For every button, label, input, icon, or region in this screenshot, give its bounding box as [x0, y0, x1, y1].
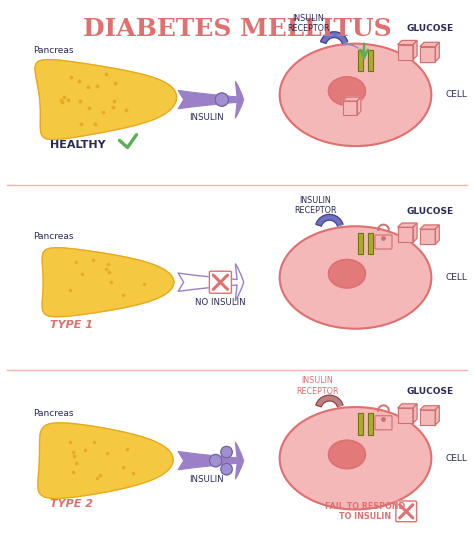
Polygon shape: [320, 32, 348, 43]
Text: NO INSULIN: NO INSULIN: [195, 297, 246, 307]
Text: Pancreas: Pancreas: [33, 46, 73, 54]
Text: FAIL TO RESPOND
TO INSULIN: FAIL TO RESPOND TO INSULIN: [325, 502, 405, 521]
Polygon shape: [420, 42, 439, 47]
Text: Pancreas: Pancreas: [33, 409, 73, 418]
Polygon shape: [413, 41, 417, 60]
Text: INSULIN: INSULIN: [189, 475, 224, 484]
Text: TYPE 2: TYPE 2: [50, 499, 93, 509]
Ellipse shape: [280, 44, 431, 146]
Polygon shape: [368, 414, 373, 435]
Polygon shape: [420, 47, 435, 62]
Text: INSULIN
RECEPTOR: INSULIN RECEPTOR: [287, 14, 329, 33]
Circle shape: [215, 93, 228, 106]
Polygon shape: [398, 408, 413, 423]
Circle shape: [221, 446, 232, 458]
Text: GLUCOSE: GLUCOSE: [407, 207, 454, 216]
Polygon shape: [38, 423, 173, 498]
Polygon shape: [42, 248, 174, 317]
Ellipse shape: [328, 260, 365, 288]
Polygon shape: [398, 227, 413, 242]
Text: CELL: CELL: [445, 91, 467, 100]
Polygon shape: [398, 404, 417, 408]
Text: HEALTHY: HEALTHY: [50, 140, 105, 150]
Ellipse shape: [328, 77, 365, 105]
FancyBboxPatch shape: [375, 235, 392, 249]
Text: INSULIN
RECEPTOR: INSULIN RECEPTOR: [294, 196, 337, 215]
Polygon shape: [316, 395, 343, 407]
Polygon shape: [398, 41, 417, 44]
FancyBboxPatch shape: [210, 271, 231, 293]
Polygon shape: [435, 406, 439, 425]
Text: GLUCOSE: GLUCOSE: [407, 24, 454, 33]
Polygon shape: [435, 225, 439, 244]
Polygon shape: [368, 233, 373, 254]
Polygon shape: [368, 50, 373, 71]
FancyBboxPatch shape: [396, 501, 417, 522]
Polygon shape: [420, 225, 439, 229]
Text: GLUCOSE: GLUCOSE: [407, 388, 454, 396]
Polygon shape: [35, 59, 176, 140]
Ellipse shape: [280, 407, 431, 509]
Polygon shape: [343, 101, 357, 115]
Polygon shape: [357, 97, 361, 115]
Polygon shape: [358, 414, 363, 435]
Text: DIABETES MELLITUS: DIABETES MELLITUS: [82, 17, 392, 41]
Polygon shape: [420, 406, 439, 410]
Circle shape: [210, 454, 222, 467]
Polygon shape: [435, 42, 439, 62]
Polygon shape: [358, 50, 363, 71]
Polygon shape: [413, 223, 417, 242]
Polygon shape: [398, 223, 417, 227]
Polygon shape: [398, 44, 413, 60]
Polygon shape: [316, 215, 343, 226]
Polygon shape: [343, 97, 361, 101]
Circle shape: [221, 464, 232, 475]
FancyBboxPatch shape: [375, 416, 392, 430]
Text: Pancreas: Pancreas: [33, 231, 73, 241]
Ellipse shape: [328, 440, 365, 469]
Polygon shape: [420, 229, 435, 244]
Text: TYPE 1: TYPE 1: [50, 320, 93, 330]
Polygon shape: [413, 404, 417, 423]
Polygon shape: [358, 233, 363, 254]
Polygon shape: [420, 410, 435, 425]
Text: CELL: CELL: [445, 454, 467, 463]
Text: INSULIN
RECEPTOR: INSULIN RECEPTOR: [296, 376, 339, 396]
Ellipse shape: [280, 226, 431, 329]
Text: CELL: CELL: [445, 273, 467, 282]
Text: INSULIN: INSULIN: [189, 113, 224, 122]
